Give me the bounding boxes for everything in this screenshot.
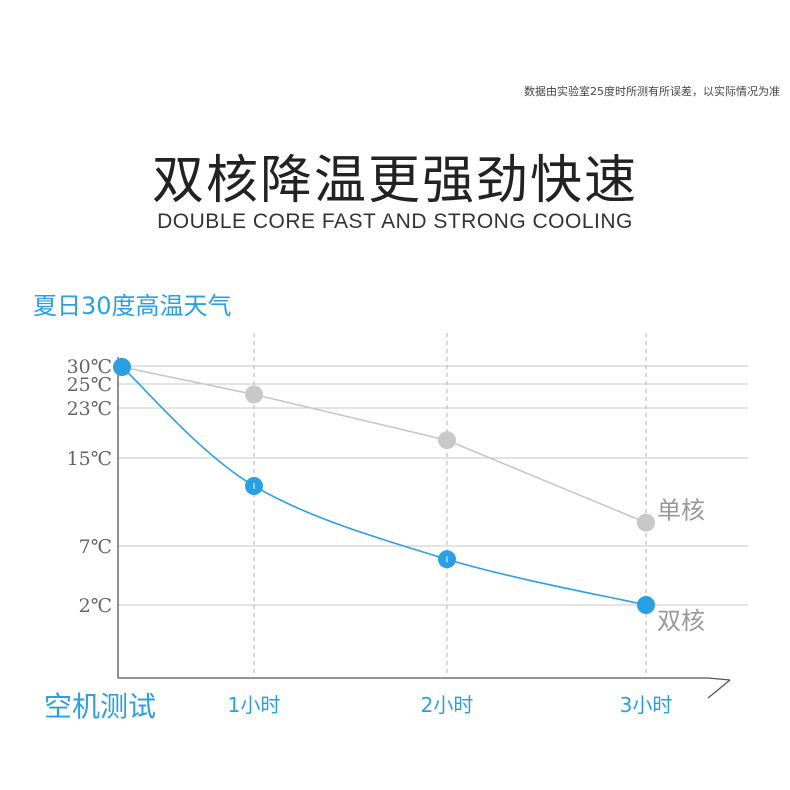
x-tick-label: 2小时 xyxy=(421,693,474,717)
series-line-dual-core xyxy=(121,366,647,606)
x-tick-label: 1小时 xyxy=(228,693,281,717)
data-point xyxy=(637,596,655,614)
chart-title: 夏日30度高温天气 xyxy=(33,292,232,320)
y-tick-label: 7℃ xyxy=(79,536,112,558)
y-tick-label: 30℃ xyxy=(67,356,112,378)
x-axis-end-slash-tail xyxy=(707,679,731,699)
data-point xyxy=(637,513,655,532)
x-tick-label: 3小时 xyxy=(620,693,673,717)
disclaimer-note: 数据由实验室25度时所测有所误差，以实际情况为准 xyxy=(524,85,780,98)
page-subtitle: DOUBLE CORE FAST AND STRONG COOLING xyxy=(157,210,633,233)
data-point xyxy=(438,431,456,450)
y-tick-label: 25℃ xyxy=(67,374,112,396)
series-label: 单核 xyxy=(657,497,705,525)
data-point xyxy=(113,358,131,376)
y-tick-label: 23℃ xyxy=(67,398,112,420)
data-point xyxy=(245,385,263,404)
page-title: 双核降温更强劲快速 xyxy=(151,151,638,211)
x-axis-end-slash xyxy=(707,677,731,681)
y-tick-label: 15℃ xyxy=(67,448,112,470)
y-tick-label: 2℃ xyxy=(79,595,112,617)
series-line-single-core xyxy=(121,366,647,524)
series-label: 双核 xyxy=(657,607,705,635)
x-axis-label: 空机测试 xyxy=(44,690,156,723)
